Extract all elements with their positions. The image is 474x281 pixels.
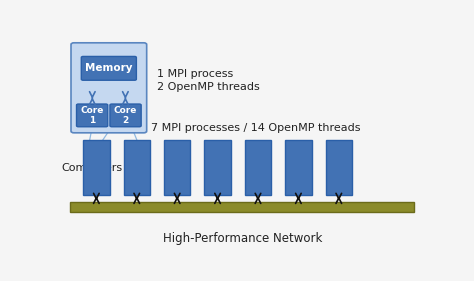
Bar (326, 140, 352, 195)
Bar (204, 140, 231, 195)
FancyBboxPatch shape (76, 104, 108, 127)
Text: Core
1: Core 1 (81, 106, 104, 125)
Bar (70, 202, 414, 212)
Text: 7 MPI processes / 14 OpenMP threads: 7 MPI processes / 14 OpenMP threads (151, 123, 361, 133)
Bar (164, 140, 191, 195)
FancyBboxPatch shape (82, 56, 137, 80)
Bar (245, 140, 271, 195)
Text: Computers: Computers (61, 163, 122, 173)
Text: Core
2: Core 2 (114, 106, 137, 125)
FancyBboxPatch shape (110, 104, 141, 127)
FancyBboxPatch shape (71, 43, 146, 133)
Bar (124, 140, 150, 195)
Bar (285, 140, 311, 195)
Text: Memory: Memory (85, 63, 133, 73)
Text: 1 MPI process: 1 MPI process (156, 69, 233, 79)
Text: High-Performance Network: High-Performance Network (163, 232, 323, 245)
Bar (83, 140, 109, 195)
Text: 2 OpenMP threads: 2 OpenMP threads (156, 82, 259, 92)
